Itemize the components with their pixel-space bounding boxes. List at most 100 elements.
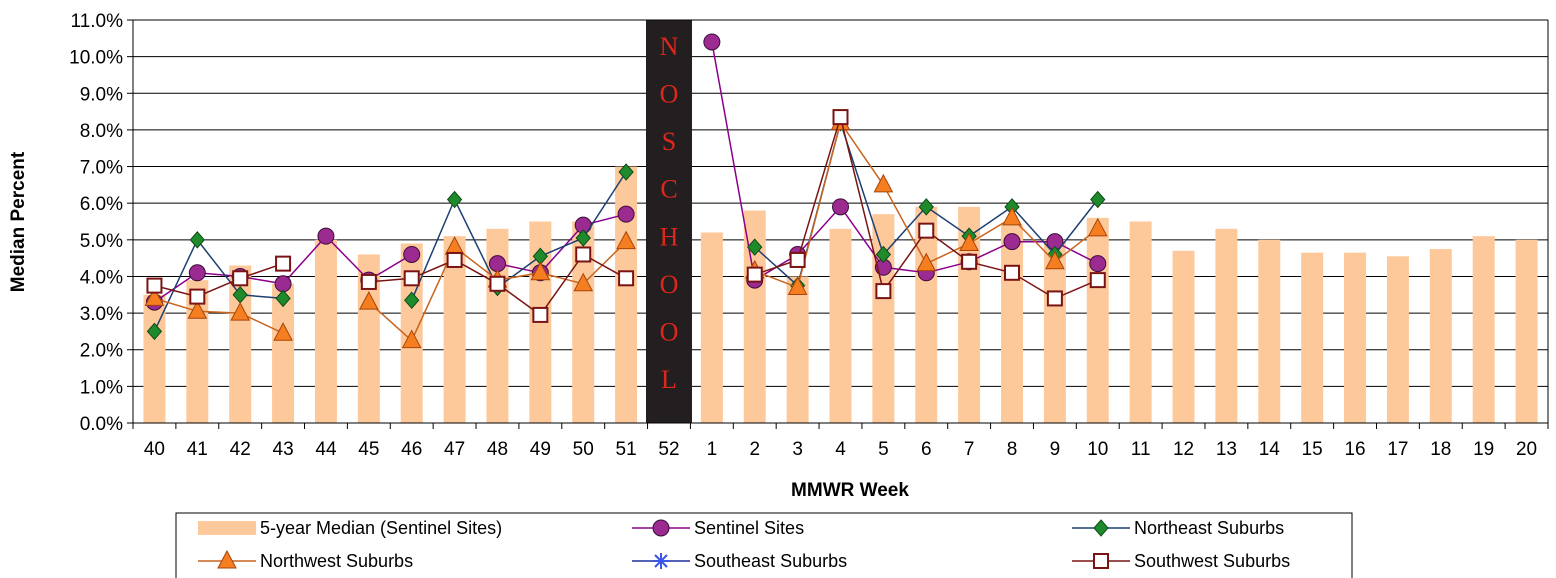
legend-label: Southeast Suburbs bbox=[694, 551, 847, 571]
x-tick-label: 1 bbox=[707, 439, 718, 460]
x-tick-label: 19 bbox=[1473, 439, 1494, 460]
legend-item: 5-year Median (Sentinel Sites) bbox=[198, 518, 502, 538]
no-school-letter: O bbox=[660, 270, 679, 299]
bar-40 bbox=[143, 294, 166, 423]
data-point bbox=[918, 198, 934, 216]
data-point bbox=[404, 291, 420, 310]
bar-47 bbox=[443, 236, 466, 423]
x-tick-label: 20 bbox=[1516, 439, 1537, 460]
x-tick-label: 42 bbox=[230, 439, 251, 460]
data-point bbox=[1089, 272, 1106, 289]
no-school-letter: C bbox=[660, 175, 677, 204]
y-tick-label: 4.0% bbox=[80, 267, 123, 288]
y-tick-label: 1.0% bbox=[80, 377, 123, 398]
x-tick-label: 47 bbox=[444, 439, 465, 460]
legend-marker bbox=[653, 553, 669, 569]
legend-marker bbox=[1093, 553, 1109, 569]
x-tick-label: 40 bbox=[144, 439, 165, 460]
data-point bbox=[446, 251, 463, 268]
bar-12 bbox=[1172, 250, 1195, 423]
x-tick-label: 12 bbox=[1173, 439, 1194, 460]
data-point bbox=[401, 329, 422, 349]
data-point bbox=[918, 222, 935, 239]
bar-50 bbox=[572, 221, 595, 423]
data-point bbox=[1090, 190, 1106, 209]
data-point bbox=[359, 291, 379, 310]
series-line-segment bbox=[497, 213, 627, 274]
bar-45 bbox=[357, 254, 380, 423]
data-point bbox=[875, 283, 892, 300]
y-tick-label: 9.0% bbox=[80, 84, 123, 105]
bar-19 bbox=[1472, 236, 1495, 423]
x-tick-label: 18 bbox=[1430, 439, 1451, 460]
x-tick-label: 13 bbox=[1216, 439, 1237, 460]
legend-label: Northeast Suburbs bbox=[1134, 518, 1284, 538]
x-tick-label: 2 bbox=[749, 439, 760, 460]
x-tick-label: 17 bbox=[1387, 439, 1408, 460]
data-point bbox=[360, 273, 377, 290]
y-tick-label: 0.0% bbox=[80, 414, 123, 435]
bar-44 bbox=[314, 239, 337, 423]
data-point bbox=[746, 266, 763, 283]
data-point bbox=[916, 252, 937, 272]
x-tick-label: 50 bbox=[573, 439, 594, 460]
data-point bbox=[446, 190, 463, 209]
bar-9 bbox=[1043, 239, 1066, 423]
data-point bbox=[1003, 233, 1021, 251]
bar-14 bbox=[1258, 239, 1281, 423]
x-tick-label: 6 bbox=[921, 439, 932, 460]
legend-item: Northeast Suburbs bbox=[1072, 518, 1284, 538]
data-point bbox=[832, 198, 849, 216]
x-tick-label: 44 bbox=[315, 439, 337, 460]
legend-item: Southeast Suburbs bbox=[632, 551, 847, 571]
x-tick-label: 5 bbox=[878, 439, 889, 460]
y-tick-label: 2.0% bbox=[80, 341, 123, 362]
data-point bbox=[275, 289, 291, 308]
data-point bbox=[188, 264, 206, 282]
data-point bbox=[575, 229, 591, 247]
data-point bbox=[530, 261, 551, 281]
series-line-segment bbox=[154, 262, 284, 298]
legend-marker bbox=[652, 519, 670, 537]
legend-item: Northwest Suburbs bbox=[198, 549, 413, 571]
data-point bbox=[616, 230, 636, 250]
data-point bbox=[273, 322, 293, 341]
legend-label: 5-year Median (Sentinel Sites) bbox=[260, 518, 502, 538]
legend-label: Southwest Suburbs bbox=[1134, 551, 1290, 571]
data-point bbox=[403, 245, 421, 263]
bar-4 bbox=[829, 228, 852, 423]
bar-15 bbox=[1301, 252, 1324, 423]
data-point bbox=[403, 270, 420, 287]
data-point bbox=[187, 300, 208, 319]
bar-51 bbox=[615, 166, 638, 423]
data-point bbox=[832, 109, 849, 126]
bar-18 bbox=[1429, 248, 1452, 423]
data-point bbox=[1002, 206, 1022, 226]
plot-border bbox=[132, 19, 1549, 424]
x-tick-label: 8 bbox=[1007, 439, 1018, 460]
y-tick-label: 11.0% bbox=[71, 11, 124, 32]
x-tick-label: 3 bbox=[792, 439, 803, 460]
x-tick-label: 41 bbox=[187, 439, 208, 460]
y-tick-label: 8.0% bbox=[80, 121, 123, 142]
x-tick-label: 45 bbox=[358, 439, 379, 460]
y-axis-ticks: 0.0% 1.0% 2.0% 3.0% 4.0% 5.0% 6.0% 7.0% 8.0% 9.0%… bbox=[69, 11, 133, 435]
data-point bbox=[189, 231, 205, 249]
legend-item: Sentinel Sites bbox=[632, 518, 804, 538]
data-point bbox=[618, 163, 634, 181]
bar-10 bbox=[1086, 217, 1109, 423]
y-tick-label: 10.0% bbox=[69, 48, 123, 69]
no-school-letter: N bbox=[660, 32, 679, 61]
data-point bbox=[275, 255, 292, 272]
data-point bbox=[1089, 255, 1107, 273]
data-point bbox=[873, 173, 894, 193]
legend-label: Northwest Suburbs bbox=[260, 551, 413, 571]
legend-marker bbox=[217, 549, 237, 569]
series-line-segment bbox=[154, 297, 284, 334]
y-tick-label: 3.0% bbox=[80, 304, 123, 325]
legend-item: Southwest Suburbs bbox=[1072, 551, 1290, 571]
data-point bbox=[532, 306, 549, 323]
bar-3 bbox=[786, 276, 809, 423]
